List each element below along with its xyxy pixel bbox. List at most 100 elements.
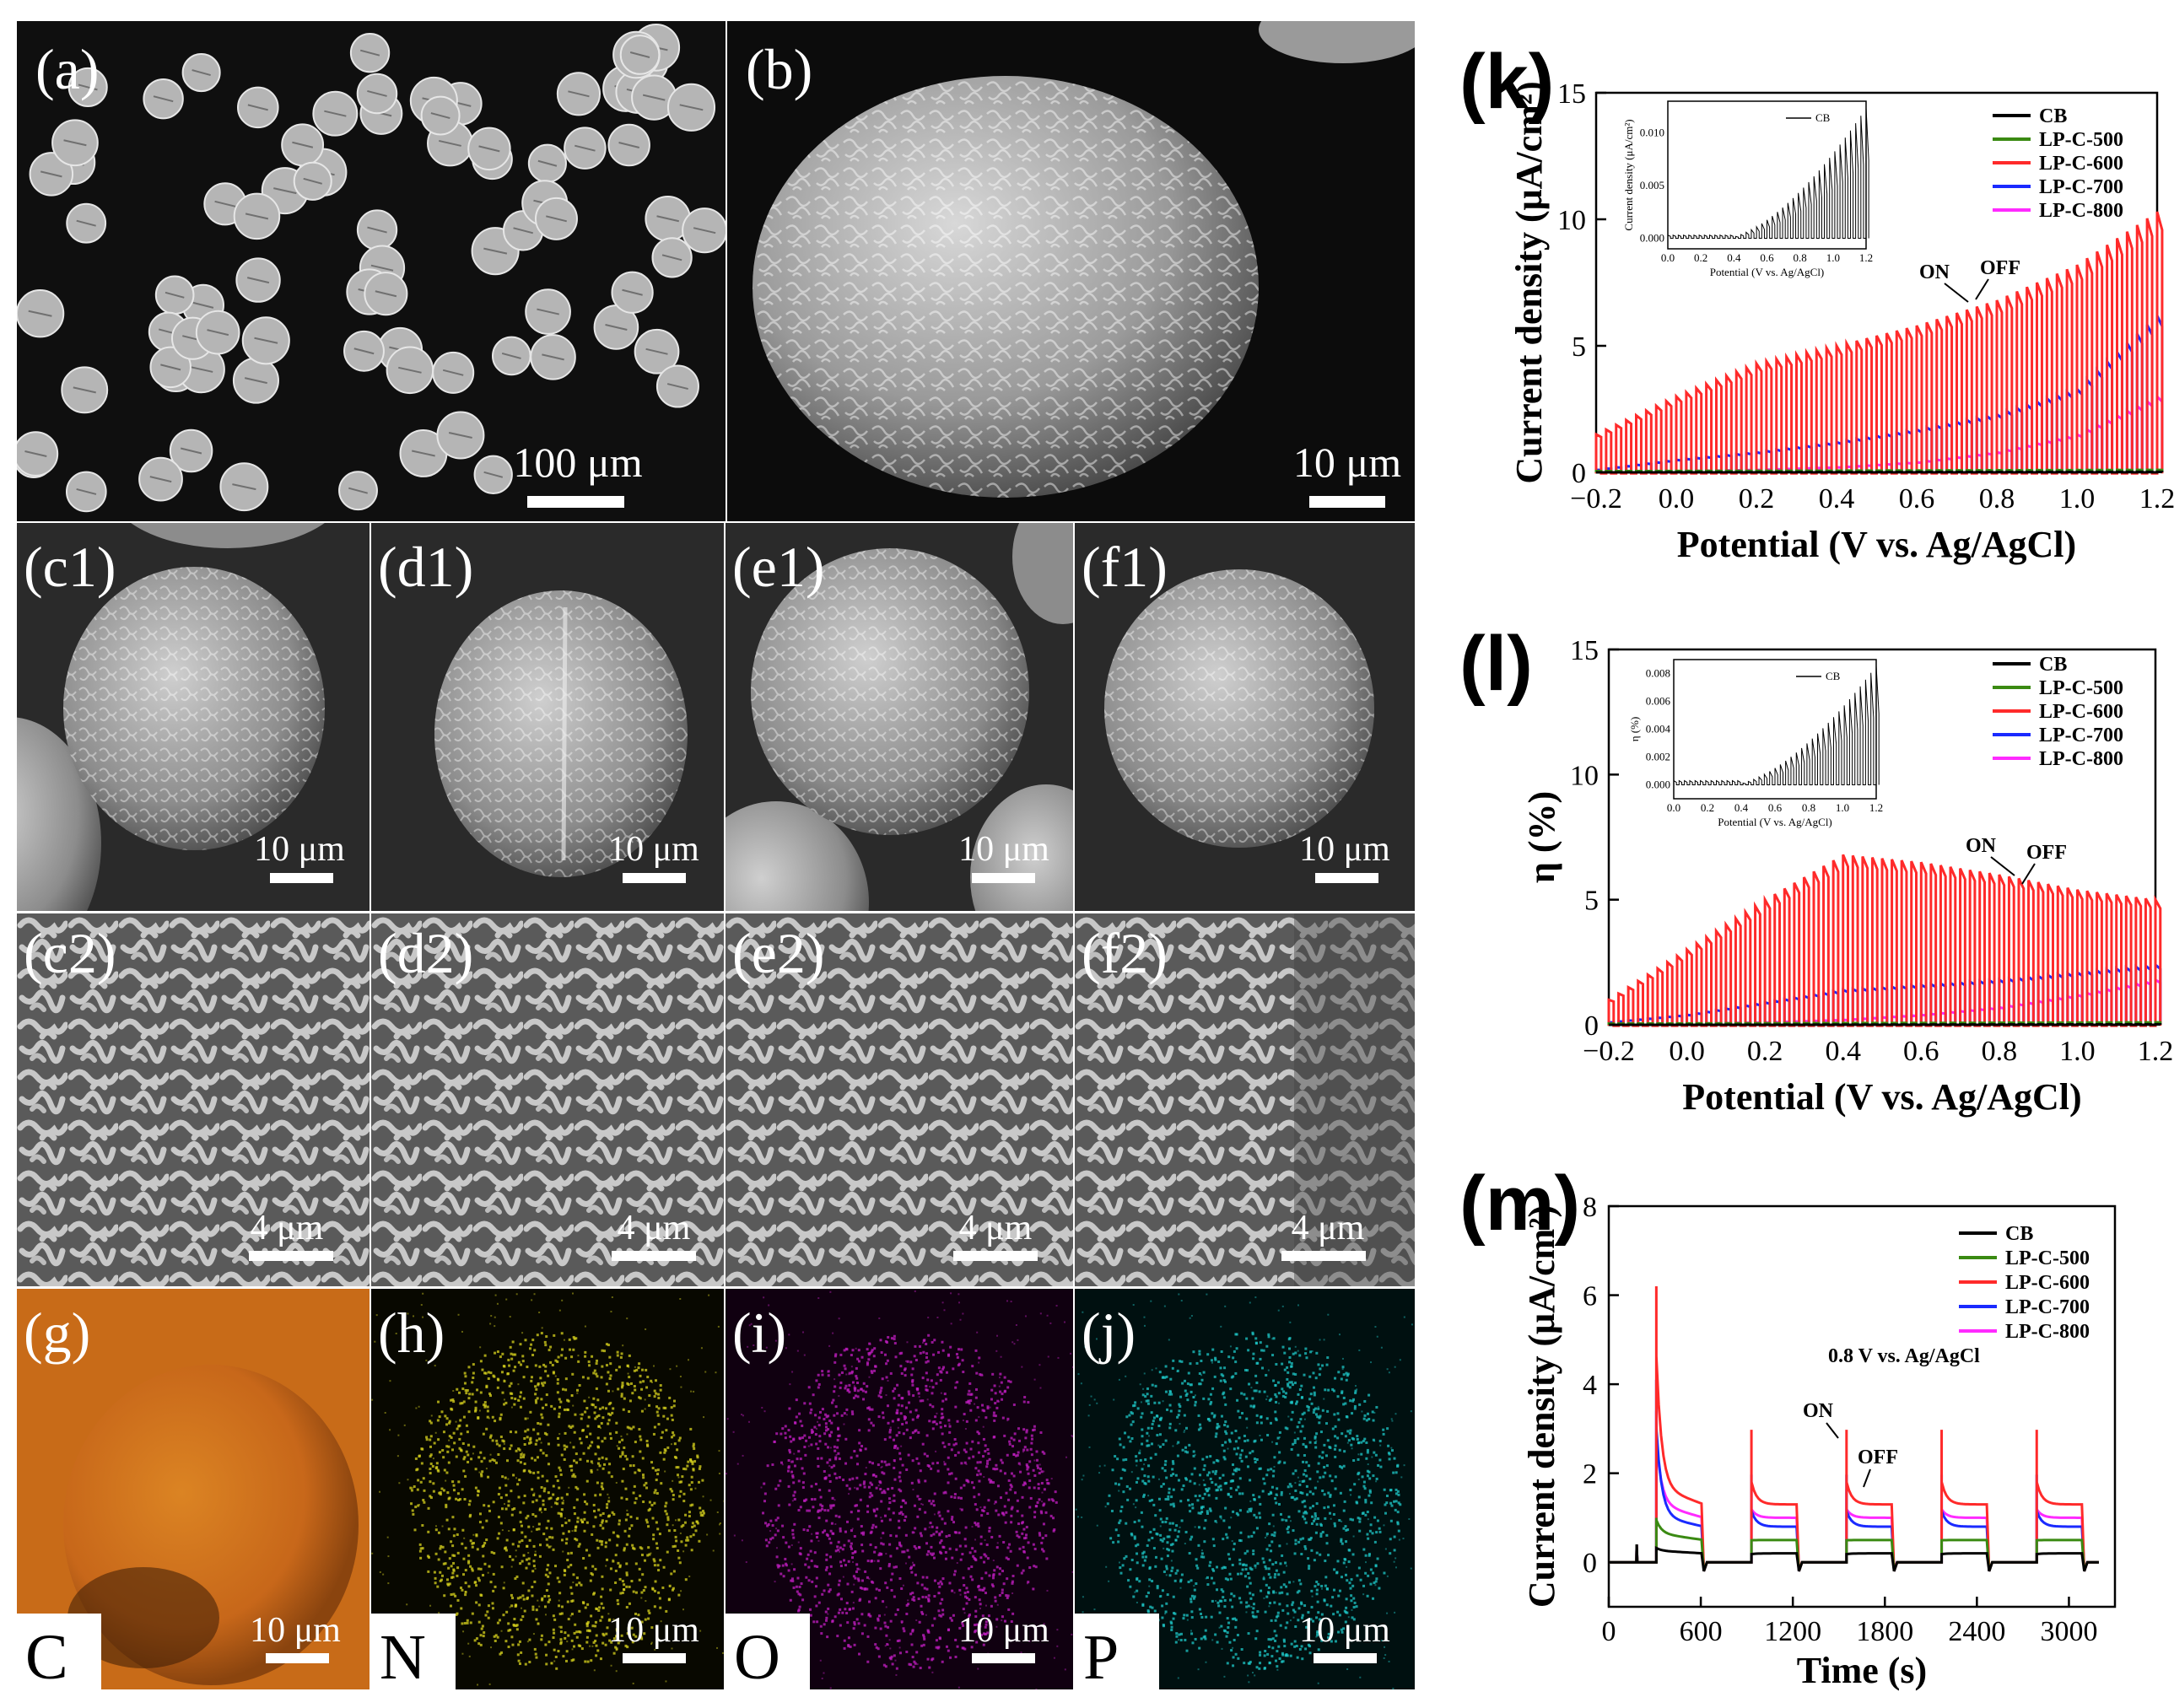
eds-dot — [557, 1511, 560, 1515]
eds-dot — [692, 1445, 695, 1448]
eds-dot — [880, 1387, 883, 1390]
eds-dot — [864, 1473, 867, 1476]
eds-dot — [1174, 1474, 1178, 1477]
eds-dot — [1222, 1565, 1226, 1569]
eds-dot — [833, 1355, 837, 1358]
eds-dot — [1308, 1490, 1312, 1494]
eds-dot — [1383, 1488, 1386, 1491]
eds-dot — [593, 1669, 596, 1672]
eds-dot — [471, 1567, 474, 1571]
eds-dot — [1015, 1324, 1017, 1327]
eds-dot — [1291, 1410, 1294, 1414]
eds-dot — [767, 1522, 770, 1526]
eds-dot — [518, 1540, 521, 1544]
eds-dot — [1316, 1517, 1319, 1520]
eds-dot — [1197, 1414, 1200, 1417]
eds-dot — [827, 1583, 830, 1587]
eds-dot — [797, 1592, 801, 1596]
eds-dot — [615, 1647, 618, 1651]
eds-dot — [491, 1607, 494, 1610]
eds-dot — [1009, 1549, 1012, 1553]
eds-dot — [898, 1639, 901, 1642]
sem-panel-b: (b) 10 μm — [727, 21, 1415, 521]
eds-dot — [829, 1290, 832, 1293]
eds-dot — [913, 1532, 915, 1534]
eds-dot — [801, 1486, 805, 1490]
particle-groove — [442, 369, 464, 376]
eds-dot — [518, 1479, 521, 1482]
eds-dot — [952, 1573, 956, 1576]
eds-dot — [1351, 1447, 1353, 1450]
eds-dot — [1136, 1578, 1139, 1581]
eds-dot — [895, 1673, 898, 1676]
eds-dot — [1273, 1456, 1276, 1459]
eds-dot — [1204, 1637, 1207, 1641]
eds-dot — [971, 1526, 974, 1528]
eds-dot — [1280, 1586, 1283, 1589]
eds-dot — [1028, 1565, 1032, 1569]
eds-dot — [1336, 1610, 1340, 1614]
eds-dot — [897, 1426, 899, 1429]
eds-dot — [1281, 1554, 1284, 1557]
eds-dot — [911, 1431, 914, 1435]
eds-dot — [1240, 1449, 1243, 1452]
eds-dot — [978, 1479, 981, 1483]
eds-dot — [1310, 1605, 1314, 1608]
eds-dot — [1152, 1416, 1156, 1420]
eds-dot — [1001, 1393, 1004, 1396]
eds-dot — [582, 1602, 585, 1605]
eds-dot — [1193, 1588, 1196, 1592]
eds-dot — [1157, 1444, 1160, 1447]
eds-dot — [1022, 1451, 1024, 1453]
eds-dot — [1002, 1582, 1006, 1586]
eds-dot — [1251, 1611, 1254, 1614]
eds-dot — [1258, 1467, 1261, 1470]
eds-dot — [1264, 1649, 1267, 1652]
eds-dot — [688, 1515, 691, 1518]
eds-dot — [602, 1634, 606, 1637]
eds-dot — [1259, 1502, 1262, 1506]
eds-dot — [1013, 1343, 1016, 1345]
eds-dot — [548, 1535, 552, 1538]
eds-dot — [619, 1355, 623, 1359]
eds-dot — [1290, 1484, 1293, 1488]
eds-dot — [956, 1381, 959, 1384]
eds-dot — [950, 1495, 953, 1499]
eds-dot — [1198, 1646, 1201, 1650]
eds-dot — [883, 1438, 887, 1441]
eds-dot — [1351, 1436, 1354, 1440]
eds-dot — [626, 1425, 629, 1429]
eds-dot — [461, 1387, 465, 1391]
eds-dot — [1320, 1584, 1324, 1587]
eds-dot — [691, 1525, 694, 1528]
eds-dot — [1364, 1571, 1368, 1575]
eds-dot — [507, 1629, 510, 1632]
eds-dot — [510, 1357, 514, 1360]
eds-dot — [594, 1639, 597, 1642]
eds-dot — [472, 1363, 475, 1366]
eds-dot — [565, 1493, 569, 1496]
eds-dot — [1350, 1599, 1353, 1603]
eds-dot — [452, 1489, 456, 1492]
eds-dot — [632, 1491, 635, 1495]
eds-dot — [1138, 1452, 1141, 1455]
eds-dot — [512, 1474, 515, 1477]
eds-dot — [874, 1525, 877, 1528]
eds-dot — [411, 1509, 414, 1512]
eds-dot — [1364, 1498, 1368, 1501]
eds-dot — [921, 1503, 924, 1506]
eds-dot — [387, 1582, 390, 1585]
eds-dot — [962, 1624, 965, 1627]
eds-dot — [793, 1452, 796, 1455]
eds-dot — [1183, 1379, 1186, 1382]
sem-panel-e2: (e2) 4 μm — [726, 913, 1073, 1286]
eds-dot — [1306, 1404, 1309, 1408]
eds-dot — [787, 1466, 790, 1469]
eds-dot — [801, 1424, 804, 1427]
eds-dot — [886, 1404, 889, 1408]
eds-dot — [634, 1591, 638, 1594]
eds-dot — [821, 1507, 824, 1511]
eds-dot — [662, 1457, 666, 1461]
eds-dot — [954, 1655, 958, 1658]
eds-dot — [911, 1383, 914, 1387]
